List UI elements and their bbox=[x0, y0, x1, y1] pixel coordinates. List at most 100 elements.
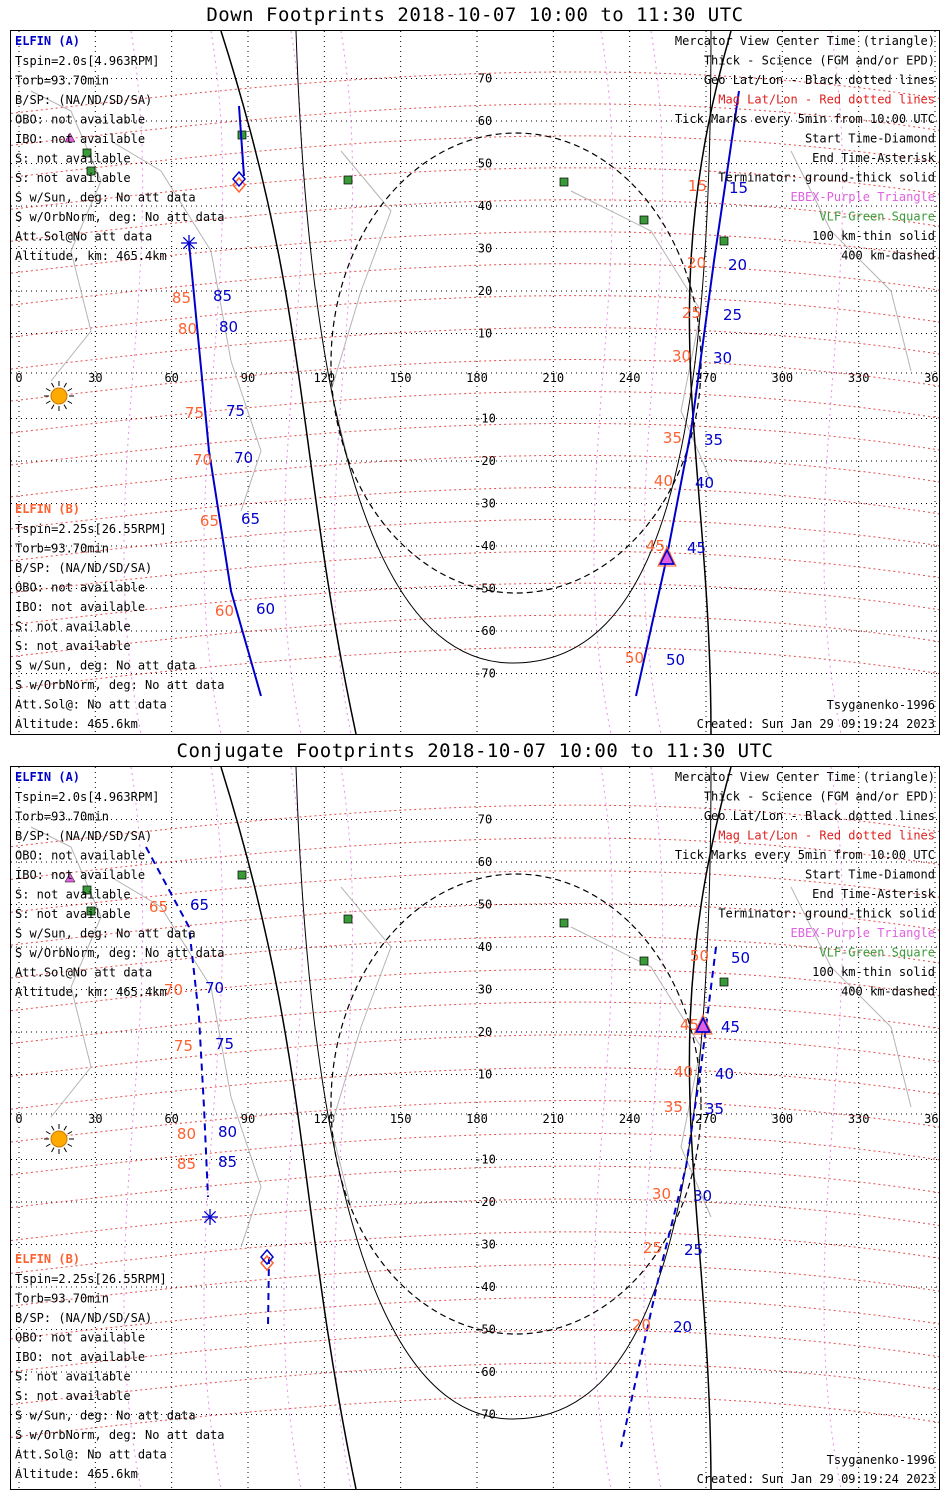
vlf-square bbox=[86, 906, 96, 916]
lat-label: 30 bbox=[478, 242, 492, 256]
elfin-b-info-line: OBO: not available bbox=[15, 581, 145, 595]
mag-lon-line bbox=[123, 31, 144, 734]
track-b-tick-a: 50 bbox=[666, 651, 685, 669]
lat-label: 40 bbox=[478, 199, 492, 213]
sun-ray bbox=[51, 1147, 55, 1153]
created-label: Created: Sun Jan 29 09:19:24 2023 bbox=[697, 717, 935, 731]
track-b-tick-a: 45 bbox=[687, 539, 706, 557]
track-b-tick-b: 40 bbox=[674, 1063, 693, 1081]
fov-100km-line bbox=[295, 31, 712, 664]
panel-title-down: Down Footprints 2018-10-07 10:00 to 11:3… bbox=[206, 4, 744, 26]
asterisk-stroke bbox=[203, 1210, 217, 1224]
sun-ray bbox=[67, 1131, 73, 1135]
mag-lat-line bbox=[11, 1067, 939, 1110]
track-a-tick-a: 70 bbox=[234, 449, 253, 467]
legend-line: Terminator: ground-thick solid bbox=[718, 907, 935, 921]
mag-lon-line bbox=[593, 767, 614, 1489]
vlf-square bbox=[719, 977, 729, 987]
coastline bbox=[30, 90, 102, 382]
track-b-tick-a: 25 bbox=[723, 306, 742, 324]
sun-ray bbox=[45, 1131, 51, 1135]
track-b-tick-b: 25 bbox=[643, 1239, 662, 1257]
legend-line: Tick Marks every 5min from 10:00 UTC bbox=[675, 848, 935, 862]
track-a-tick-b: 70 bbox=[164, 981, 183, 999]
track-a-tick-b: 75 bbox=[185, 404, 204, 422]
lon-label: 360 bbox=[924, 371, 939, 385]
track-a-tick-b: 65 bbox=[149, 898, 168, 916]
legend-line: Mercator View Center Time (triangle) bbox=[675, 34, 935, 48]
elfin-b-info-line: S w/Sun, deg: No att data bbox=[15, 1409, 196, 1423]
mag-lat-line bbox=[11, 518, 939, 562]
vlf-square bbox=[343, 914, 353, 924]
end-asterisk bbox=[202, 1209, 218, 1225]
elfin-a-info-line: IBO: not available bbox=[15, 868, 145, 882]
mag-lat-line bbox=[11, 1231, 939, 1274]
lat-label: -60 bbox=[474, 624, 496, 638]
mag-lon-line bbox=[203, 767, 224, 1489]
mag-lon-line bbox=[333, 767, 354, 1489]
lon-label: 150 bbox=[390, 371, 412, 385]
mag-lat-line bbox=[11, 295, 939, 338]
vlf-square bbox=[82, 885, 92, 895]
vlf-square bbox=[639, 215, 649, 225]
legend-line: Thick - Science (FGM and/or EPD) bbox=[704, 54, 935, 68]
model-label: Tsyganenko-1996 bbox=[827, 698, 935, 712]
elfin-a-header: ELFIN (A) bbox=[15, 34, 80, 48]
track-b-tick-a: 40 bbox=[715, 1065, 734, 1083]
lon-label: 0 bbox=[15, 1112, 22, 1126]
elfin-b-info-line: Att.Sol@: No att data bbox=[15, 698, 167, 712]
elfin-a-info-line: OBO: not available bbox=[15, 113, 145, 127]
track-a-tick-b: 85 bbox=[177, 1155, 196, 1173]
lat-label: 40 bbox=[478, 940, 492, 954]
lon-label: 150 bbox=[390, 1112, 412, 1126]
lat-label: 10 bbox=[478, 1068, 492, 1082]
lat-label: 10 bbox=[478, 327, 492, 341]
elfin-b-info-line: S: not available bbox=[15, 620, 131, 634]
elfin-b-info-line: B/SP: (NA/ND/SD/SA) bbox=[15, 561, 152, 575]
mag-lat-line bbox=[11, 1132, 939, 1176]
mag-lon-line bbox=[643, 31, 664, 734]
sun-icon bbox=[44, 1124, 74, 1154]
mag-lon-line bbox=[823, 31, 844, 734]
elfin-b-info-line: S: not available bbox=[15, 639, 131, 653]
track-b-tick-b: 20 bbox=[687, 254, 706, 272]
elfin-b-info-line: Altitude: 465.6km bbox=[15, 717, 138, 731]
mag-lat-line bbox=[11, 486, 939, 530]
sun-ray bbox=[51, 1125, 55, 1131]
track-a-tick-a: 80 bbox=[219, 318, 238, 336]
lat-label: -40 bbox=[474, 539, 496, 553]
mag-lat-line bbox=[11, 870, 939, 913]
legend-line: Tick Marks every 5min from 10:00 UTC bbox=[675, 112, 935, 126]
coastline bbox=[790, 150, 912, 372]
lat-label: 60 bbox=[478, 855, 492, 869]
lat-label: 70 bbox=[478, 72, 492, 86]
sun-ray bbox=[63, 404, 67, 410]
lat-label: -10 bbox=[474, 1153, 496, 1167]
terminator-line-right bbox=[688, 31, 732, 734]
elfin-a-track bbox=[145, 846, 209, 1198]
lat-label: -20 bbox=[474, 1195, 496, 1209]
elfin-b-info-line: IBO: not available bbox=[15, 1350, 145, 1364]
track-b-tick-a: 20 bbox=[728, 256, 747, 274]
mag-lat-line bbox=[11, 614, 939, 658]
terminator-line-left bbox=[220, 767, 357, 1489]
coastline bbox=[110, 140, 262, 512]
elfin-b-info-line: Att.Sol@: No att data bbox=[15, 1448, 167, 1462]
mag-lon-line bbox=[333, 31, 354, 734]
mag-lat-line bbox=[11, 199, 939, 242]
sun-ray bbox=[67, 400, 73, 404]
elfin-a-info-line: S w/OrbNorm, deg: No att data bbox=[15, 946, 225, 960]
fov-400km-dashed bbox=[330, 132, 702, 594]
lat-label: 70 bbox=[478, 813, 492, 827]
mag-lon-line bbox=[283, 31, 304, 734]
elfin-a-info-line: Torb=93.70min bbox=[15, 74, 109, 88]
conjugate-footprints-map: 0306090120150180210240270300330360706050… bbox=[10, 766, 940, 1490]
legend-line: Geo Lat/Lon - Black dotted lines bbox=[704, 73, 935, 87]
elfin-a-info-line: S: not available bbox=[15, 907, 131, 921]
lat-label: 30 bbox=[478, 983, 492, 997]
mag-lat-line bbox=[11, 1034, 939, 1077]
center-time-triangle-b bbox=[693, 1013, 713, 1035]
elfin-b-track bbox=[620, 946, 717, 1448]
elfin-b-track bbox=[635, 90, 740, 697]
legend-line: Mag Lat/Lon - Red dotted lines bbox=[718, 93, 935, 107]
